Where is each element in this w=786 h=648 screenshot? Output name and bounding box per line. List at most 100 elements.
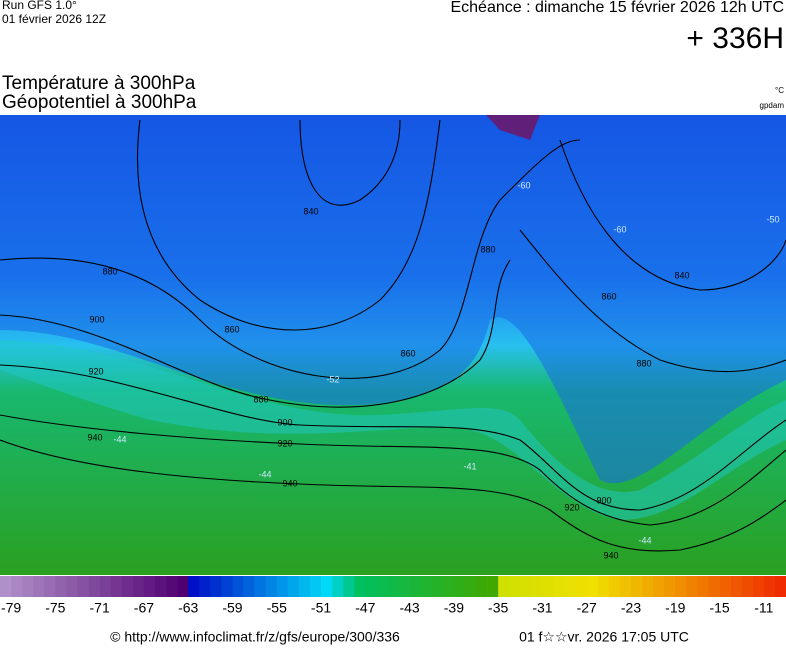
contour-label: 860 <box>400 348 415 358</box>
swatch <box>664 576 676 597</box>
swatch <box>99 576 112 597</box>
swatch <box>354 576 366 597</box>
swatch <box>276 576 289 597</box>
swatch <box>232 576 244 597</box>
temp-label: -44 <box>113 434 126 444</box>
colorbar-tick-label: -39 <box>444 600 464 616</box>
swatch <box>675 576 687 597</box>
cold-core <box>486 115 540 140</box>
swatch <box>143 576 156 597</box>
contour-label: 880 <box>102 266 117 276</box>
swatch <box>44 576 56 597</box>
swatch <box>453 576 466 597</box>
swatch <box>498 576 510 597</box>
swatch <box>586 576 599 597</box>
swatch <box>520 576 532 597</box>
contour-label: 900 <box>277 417 292 427</box>
swatch <box>188 576 200 597</box>
swatch <box>564 576 576 597</box>
temp-label: -60 <box>613 224 626 234</box>
swatch <box>608 576 621 597</box>
swatch <box>409 576 421 597</box>
unit-geo: gpdam <box>760 101 785 110</box>
colorbar-tick-label: -55 <box>267 600 287 616</box>
swatch <box>442 576 455 597</box>
swatch <box>619 576 632 597</box>
swatch <box>121 576 134 597</box>
swatch <box>774 576 786 597</box>
swatch <box>365 576 377 597</box>
swatch <box>166 576 178 597</box>
contour-label: 920 <box>88 366 103 376</box>
swatch <box>464 576 477 597</box>
swatch <box>22 576 34 597</box>
footer-url: © http://www.infoclimat.fr/z/gfs/europe/… <box>110 629 400 645</box>
contour-label: 900 <box>89 314 104 324</box>
contour-label: 880 <box>253 394 268 404</box>
swatch <box>542 576 554 597</box>
temp-label: -50 <box>766 214 779 224</box>
swatch <box>719 576 731 597</box>
colorbar-tick-label: -79 <box>1 600 21 616</box>
temp-label: -60 <box>517 180 530 190</box>
colorbar-tick-label: -71 <box>90 600 110 616</box>
swatch <box>487 576 499 597</box>
colorbar-tick-label: -27 <box>577 600 597 616</box>
colorbar-tick-label: -15 <box>709 600 729 616</box>
colorbar-tick-label: -59 <box>222 600 242 616</box>
colorbar-tick-label: -19 <box>665 600 685 616</box>
swatch <box>741 576 754 597</box>
footer-date: 01 f☆☆vr. 2026 17:05 UTC <box>519 629 689 645</box>
contour-label: 940 <box>282 478 297 488</box>
swatch <box>631 576 643 597</box>
colorbar-tick-label: -23 <box>621 600 641 616</box>
title-geo: Géopotentiel à 300hPa <box>2 92 197 113</box>
swatch <box>387 576 399 597</box>
swatch <box>33 576 45 597</box>
colorbar-tick-label: -11 <box>754 600 773 616</box>
swatch <box>55 576 67 597</box>
swatch <box>77 576 89 597</box>
swatch <box>553 576 565 597</box>
temp-label: -52 <box>326 374 339 384</box>
swatch <box>265 576 278 597</box>
swatch <box>221 576 233 597</box>
run: Run GFS 1.0° <box>2 0 77 12</box>
swatch <box>476 576 488 597</box>
swatch <box>597 576 610 597</box>
temp-label: -44 <box>638 535 651 545</box>
title-temp: Température à 300hPa <box>2 73 196 94</box>
swatch <box>763 576 776 597</box>
swatch <box>66 576 78 597</box>
swatch <box>708 576 720 597</box>
contour-label: 860 <box>224 324 239 334</box>
swatch <box>376 576 388 597</box>
swatch <box>332 576 344 597</box>
swatch <box>132 576 145 597</box>
colorbar-tick-label: -43 <box>399 600 419 616</box>
contour-label: 860 <box>601 291 616 301</box>
colorbar-tick-label: -51 <box>311 600 331 616</box>
colorbar-tick-label: -31 <box>532 600 552 616</box>
temp-label: -44 <box>258 469 271 479</box>
swatch <box>11 576 23 597</box>
swatch <box>398 576 410 597</box>
colorbar-tick-label: -75 <box>45 600 65 616</box>
swatch <box>575 576 588 597</box>
lead-time: + 336H <box>686 22 784 55</box>
swatch <box>343 576 355 597</box>
swatch <box>653 576 665 597</box>
run-date: 01 février 2026 12Z <box>2 12 106 26</box>
swatch <box>243 576 255 597</box>
contour-label: 880 <box>636 358 651 368</box>
map: 880 900 920 940 860 880 900 920 940 860 880 860 840 9… <box>0 115 786 575</box>
swatch <box>298 576 311 597</box>
swatch <box>730 576 743 597</box>
contour-label: 840 <box>674 270 689 280</box>
swatch <box>287 576 300 597</box>
unit-temp: °C <box>775 86 784 95</box>
contour-label: 880 <box>480 244 495 254</box>
colorbar-tick-label: -35 <box>488 600 508 616</box>
